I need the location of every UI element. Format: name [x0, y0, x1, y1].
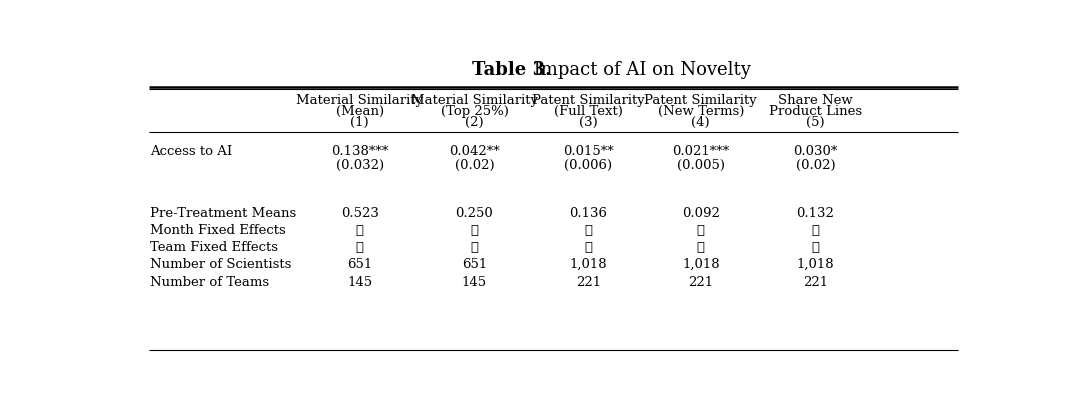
Text: (5): (5)	[806, 116, 825, 129]
Text: (Full Text): (Full Text)	[554, 105, 623, 118]
Text: 1,018: 1,018	[569, 258, 607, 270]
Text: Number of Teams: Number of Teams	[150, 276, 270, 289]
Text: Number of Scientists: Number of Scientists	[150, 258, 292, 270]
Text: (3): (3)	[579, 116, 597, 129]
Text: (4): (4)	[691, 116, 710, 129]
Text: Table 3.: Table 3.	[472, 61, 552, 79]
Text: 221: 221	[802, 276, 828, 289]
Text: 0.021***: 0.021***	[672, 145, 729, 158]
Text: 145: 145	[347, 276, 373, 289]
Text: 0.250: 0.250	[456, 207, 494, 220]
Text: Pre-Treatment Means: Pre-Treatment Means	[150, 207, 297, 220]
Text: Patent Similarity: Patent Similarity	[645, 94, 757, 107]
Text: 221: 221	[688, 276, 713, 289]
Text: ✓: ✓	[811, 224, 820, 237]
Text: (2): (2)	[465, 116, 484, 129]
Text: (Mean): (Mean)	[336, 105, 383, 118]
Text: Access to AI: Access to AI	[150, 145, 233, 158]
Text: Share New: Share New	[778, 94, 853, 107]
Text: ✓: ✓	[697, 241, 705, 254]
Text: ✓: ✓	[355, 241, 364, 254]
Text: Patent Similarity: Patent Similarity	[532, 94, 645, 107]
Text: 0.523: 0.523	[341, 207, 379, 220]
Text: 145: 145	[462, 276, 487, 289]
Text: 651: 651	[347, 258, 373, 270]
Text: (0.006): (0.006)	[565, 159, 612, 172]
Text: (0.02): (0.02)	[796, 159, 835, 172]
Text: (1): (1)	[350, 116, 369, 129]
Text: Material Similarity: Material Similarity	[296, 94, 423, 107]
Text: ✓: ✓	[471, 224, 478, 237]
Text: ✓: ✓	[584, 224, 592, 237]
Text: Impact of AI on Novelty: Impact of AI on Novelty	[528, 61, 751, 79]
Text: 0.092: 0.092	[681, 207, 719, 220]
Text: Month Fixed Effects: Month Fixed Effects	[150, 224, 286, 237]
Text: ✓: ✓	[697, 224, 705, 237]
Text: 0.132: 0.132	[797, 207, 835, 220]
Text: 0.015**: 0.015**	[563, 145, 613, 158]
Text: (0.005): (0.005)	[677, 159, 725, 172]
Text: 221: 221	[576, 276, 600, 289]
Text: ✓: ✓	[584, 241, 592, 254]
Text: 651: 651	[462, 258, 487, 270]
Text: 1,018: 1,018	[681, 258, 719, 270]
Text: (0.02): (0.02)	[455, 159, 495, 172]
Text: ✓: ✓	[811, 241, 820, 254]
Text: Team Fixed Effects: Team Fixed Effects	[150, 241, 279, 254]
Text: 0.030*: 0.030*	[794, 145, 838, 158]
Text: Product Lines: Product Lines	[769, 105, 862, 118]
Text: ✓: ✓	[355, 224, 364, 237]
Text: Material Similarity: Material Similarity	[411, 94, 538, 107]
Text: (New Terms): (New Terms)	[658, 105, 744, 118]
Text: (Top 25%): (Top 25%)	[441, 105, 509, 118]
Text: 0.042**: 0.042**	[449, 145, 500, 158]
Text: 0.136: 0.136	[569, 207, 607, 220]
Text: 0.138***: 0.138***	[332, 145, 389, 158]
Text: (0.032): (0.032)	[336, 159, 383, 172]
Text: ✓: ✓	[471, 241, 478, 254]
Text: 1,018: 1,018	[797, 258, 834, 270]
